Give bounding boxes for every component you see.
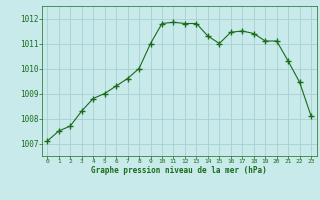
X-axis label: Graphe pression niveau de la mer (hPa): Graphe pression niveau de la mer (hPa) [91,166,267,175]
